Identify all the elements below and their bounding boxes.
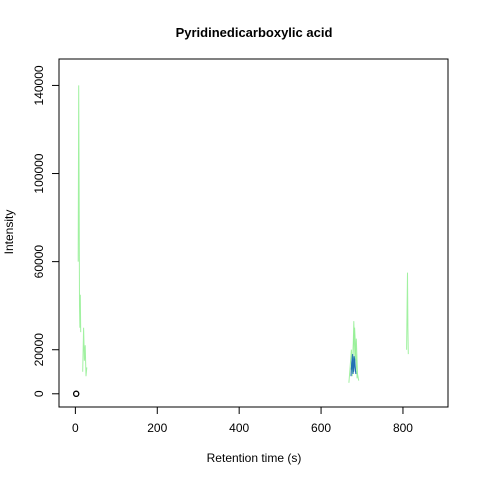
x-tick-label: 800 (393, 421, 413, 435)
x-tick-label: 200 (147, 421, 167, 435)
x-tick-label: 0 (72, 421, 79, 435)
y-tick-label: 140000 (32, 65, 46, 105)
x-tick-label: 400 (229, 421, 249, 435)
series-line-6 (406, 272, 409, 355)
y-axis: 0 20000 60000 100000 140000 (32, 65, 60, 397)
y-tick-label: 20000 (32, 333, 46, 367)
series-line-0 (77, 85, 82, 333)
series-layer (77, 85, 409, 383)
y-axis-label: Intensity (2, 210, 16, 255)
points-layer (72, 390, 80, 398)
chart-title: Pyridinedicarboxylic acid (176, 25, 333, 40)
x-tick-label: 600 (311, 421, 331, 435)
x-axis: 0 200 400 600 800 (72, 406, 413, 435)
x-axis-label: Retention time (s) (207, 451, 302, 465)
series-line-2 (348, 321, 360, 383)
series-line-1 (82, 327, 88, 377)
y-tick-label: 0 (32, 390, 46, 397)
y-tick-label: 100000 (32, 153, 46, 193)
series-line-5 (350, 358, 357, 375)
y-tick-label: 60000 (32, 245, 46, 279)
data-point-0 (72, 390, 80, 398)
